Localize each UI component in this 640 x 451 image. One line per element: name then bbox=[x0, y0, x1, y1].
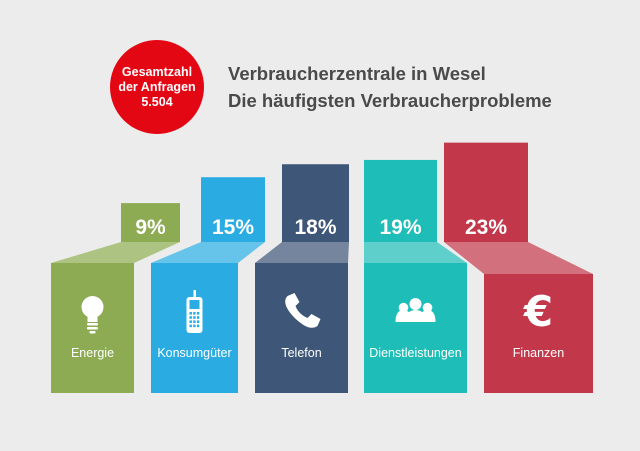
category-label-energie: Energie bbox=[71, 346, 114, 360]
bar-finanzen: 23% € Finanzen bbox=[444, 142, 593, 393]
bar-tab-konsumgüter bbox=[201, 177, 265, 242]
chart-title: Verbraucherzentrale in Wesel bbox=[228, 63, 486, 84]
light-bulb-icon bbox=[81, 296, 104, 334]
bar-tab-finanzen bbox=[444, 142, 528, 242]
value-label-telefon: 18% bbox=[294, 216, 336, 239]
bar-tab-dienstleistungen bbox=[364, 159, 437, 242]
category-label-konsumgüter: Konsumgüter bbox=[157, 346, 231, 360]
bar-dienstleistungen: 19% Dienstleistungen bbox=[364, 159, 467, 393]
badge-total-value: 5.504 bbox=[141, 95, 172, 109]
badge-circle bbox=[110, 40, 204, 134]
bar-panel-finanzen bbox=[484, 274, 593, 393]
bars-layer: 9% Energie 15% Konsumgüter 18% Telefon 19% Dien… bbox=[51, 142, 593, 393]
mobile-phone-icon bbox=[186, 290, 203, 333]
value-label-energie: 9% bbox=[135, 216, 166, 239]
bar-tab-telefon bbox=[282, 164, 349, 242]
category-label-finanzen: Finanzen bbox=[513, 346, 564, 360]
category-label-dienstleistungen: Dienstleistungen bbox=[369, 346, 461, 360]
total-requests-badge: Gesamtzahl der Anfragen 5.504 bbox=[110, 40, 204, 134]
bar-fold-energie bbox=[51, 242, 180, 263]
bar-panel-dienstleistungen bbox=[364, 263, 467, 393]
bar-fold-finanzen bbox=[444, 242, 593, 274]
badge-line-2: der Anfragen bbox=[118, 80, 195, 94]
category-label-telefon: Telefon bbox=[281, 346, 321, 360]
people-group-icon bbox=[395, 298, 436, 322]
bar-konsumgüter: 15% Konsumgüter bbox=[151, 177, 265, 393]
chart-subtitle: Die häufigsten Verbraucherprobleme bbox=[228, 90, 552, 111]
bar-tab-energie bbox=[121, 203, 180, 242]
bar-fold-dienstleistungen bbox=[364, 242, 467, 263]
value-label-finanzen: 23% bbox=[465, 216, 507, 239]
bar-energie: 9% Energie bbox=[51, 203, 180, 393]
bar-fold-telefon bbox=[255, 242, 349, 263]
value-label-konsumgüter: 15% bbox=[212, 216, 254, 239]
badge-line-1: Gesamtzahl bbox=[122, 65, 192, 79]
bar-fold-konsumgüter bbox=[151, 242, 265, 263]
bar-telefon: 18% Telefon bbox=[255, 164, 349, 393]
telephone-handset-icon bbox=[285, 293, 321, 328]
bar-panel-telefon bbox=[255, 263, 348, 393]
euro-icon: € bbox=[523, 287, 553, 336]
value-label-dienstleistungen: 19% bbox=[379, 216, 421, 239]
